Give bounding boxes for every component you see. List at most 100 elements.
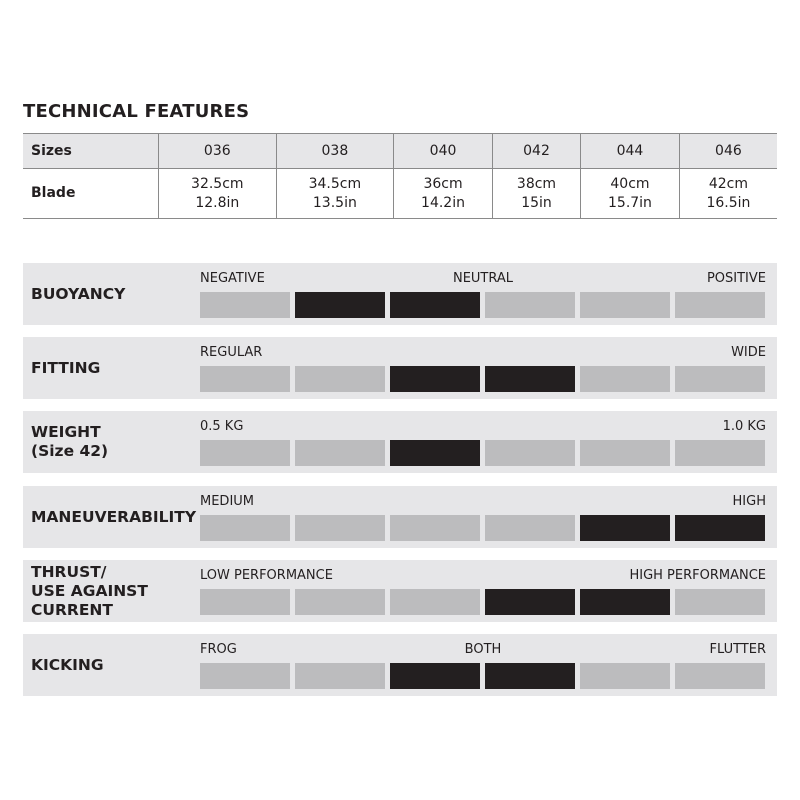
rating-bar-empty	[675, 292, 765, 318]
rating-bar-empty	[675, 440, 765, 466]
size-cell: 040	[393, 133, 493, 169]
size-cell: 042	[491, 133, 581, 169]
scale-min: LOW PERFORMANCE	[200, 568, 333, 583]
rating-label: WEIGHT (Size 42)	[31, 411, 108, 473]
blade-cell: 34.5cm 13.5in	[275, 168, 394, 219]
rating-bar-empty	[485, 440, 575, 466]
rating-label-text: MANEUVERABILITY	[31, 507, 197, 526]
rating-bar-empty	[580, 440, 670, 466]
blade-row: Blade 32.5cm 12.8in 34.5cm 13.5in 36cm 14.2in…	[23, 168, 777, 219]
rating-bar-empty	[580, 292, 670, 318]
sizes-label: Sizes	[31, 143, 72, 159]
blade-cell: 32.5cm 12.8in	[158, 168, 277, 219]
blade-in: 12.8in	[195, 194, 240, 211]
scale-min: FROG	[200, 642, 237, 657]
rating-bars	[200, 366, 765, 392]
size-cell: 038	[275, 133, 394, 169]
rating-panel-maneuverability: MANEUVERABILITY MEDIUM HIGH	[23, 486, 777, 548]
rating-label: KICKING	[31, 634, 104, 696]
rating-label-sub: (Size 42)	[31, 442, 109, 460]
rating-bar-empty	[200, 292, 290, 318]
rating-bars	[200, 292, 765, 318]
rating-bar-empty	[200, 663, 290, 689]
rating-scale: 0.5 KG 1.0 KG	[200, 419, 766, 435]
rating-label-text: THRUST/ USE AGAINST CURRENT	[31, 562, 148, 619]
rating-label: MANEUVERABILITY	[31, 486, 196, 548]
rating-scale: FROG BOTH FLUTTER	[200, 642, 766, 658]
rating-label: FITTING	[31, 337, 100, 399]
rating-bar-empty	[675, 589, 765, 615]
rating-bar-filled	[580, 515, 670, 541]
rating-bars	[200, 663, 765, 689]
rating-bar-empty	[295, 515, 385, 541]
rating-label: BUOYANCY	[31, 263, 125, 325]
blade-cm: 42cm	[708, 175, 748, 192]
rating-bar-filled	[295, 292, 385, 318]
rating-bar-filled	[390, 292, 480, 318]
rating-bar-empty	[580, 663, 670, 689]
rating-scale: NEGATIVE NEUTRAL POSITIVE	[200, 271, 766, 287]
rating-panel-kicking: KICKING FROG BOTH FLUTTER	[23, 634, 777, 696]
section-title: TECHNICAL FEATURES	[23, 101, 250, 122]
blade-cell: 38cm 15in	[491, 168, 581, 219]
rating-label-text: BUOYANCY	[31, 284, 126, 303]
rating-scale: LOW PERFORMANCE HIGH PERFORMANCE	[200, 568, 766, 584]
rating-bar-empty	[485, 292, 575, 318]
blade-cm: 34.5cm	[308, 175, 362, 192]
rating-bar-empty	[200, 440, 290, 466]
rating-bar-filled	[485, 663, 575, 689]
sizes-row: Sizes 036 038 040 042 044 046	[23, 133, 777, 169]
scale-min: NEGATIVE	[200, 271, 265, 286]
rating-bar-empty	[200, 589, 290, 615]
blade-cell: 42cm 16.5in	[678, 168, 777, 219]
rating-bars	[200, 515, 765, 541]
rating-panel-fitting: FITTING REGULAR WIDE	[23, 337, 777, 399]
scale-max: POSITIVE	[706, 271, 766, 286]
size-table: Sizes 036 038 040 042 044 046 Blade 32.5…	[23, 133, 777, 219]
scale-max: WIDE	[731, 345, 766, 360]
rating-bar-empty	[580, 366, 670, 392]
scale-max: HIGH PERFORMANCE	[629, 568, 766, 583]
rating-label-text: WEIGHT	[31, 423, 101, 441]
rating-bar-empty	[295, 663, 385, 689]
blade-cm: 36cm	[423, 175, 463, 192]
blade-cm: 38cm	[516, 175, 557, 192]
blade-in: 15.7in	[608, 194, 652, 211]
rating-scale: REGULAR WIDE	[200, 345, 766, 361]
rating-bars	[200, 440, 765, 466]
rating-bar-empty	[200, 515, 290, 541]
rating-bar-empty	[675, 663, 765, 689]
size-cell: 044	[580, 133, 680, 169]
rating-bar-empty	[295, 589, 385, 615]
blade-cm: 40cm	[610, 175, 650, 192]
rating-bar-filled	[580, 589, 670, 615]
rating-panel-weight: WEIGHT (Size 42) 0.5 KG 1.0 KG	[23, 411, 777, 473]
blade-label: Blade	[31, 185, 76, 201]
rating-bar-filled	[485, 366, 575, 392]
rating-bar-empty	[295, 366, 385, 392]
blade-cell: 36cm 14.2in	[393, 168, 493, 219]
blade-cm: 32.5cm	[191, 175, 244, 192]
blade-cell: 40cm 15.7in	[580, 168, 680, 219]
blade-in: 15in	[521, 194, 552, 211]
rating-label: THRUST/ USE AGAINST CURRENT	[31, 560, 148, 622]
size-cell: 046	[678, 133, 777, 169]
rating-bar-filled	[390, 440, 480, 466]
rating-bar-filled	[485, 589, 575, 615]
rating-panel-thrust: THRUST/ USE AGAINST CURRENT LOW PERFORMA…	[23, 560, 777, 622]
scale-min: MEDIUM	[200, 494, 255, 509]
rating-bar-empty	[390, 515, 480, 541]
rating-panel-buoyancy: BUOYANCY NEGATIVE NEUTRAL POSITIVE	[23, 263, 777, 325]
rating-scale: MEDIUM HIGH	[200, 494, 766, 510]
rating-bar-empty	[295, 440, 385, 466]
rating-bar-filled	[390, 663, 480, 689]
rating-bar-empty	[485, 515, 575, 541]
rating-bars	[200, 589, 765, 615]
scale-mid: NEUTRAL	[452, 271, 514, 286]
blade-in: 14.2in	[421, 194, 465, 211]
scale-mid: BOTH	[464, 642, 502, 657]
scale-min: REGULAR	[200, 345, 263, 360]
rating-bar-filled	[675, 515, 765, 541]
rating-label-text: FITTING	[31, 358, 101, 377]
blade-in: 13.5in	[312, 194, 357, 211]
